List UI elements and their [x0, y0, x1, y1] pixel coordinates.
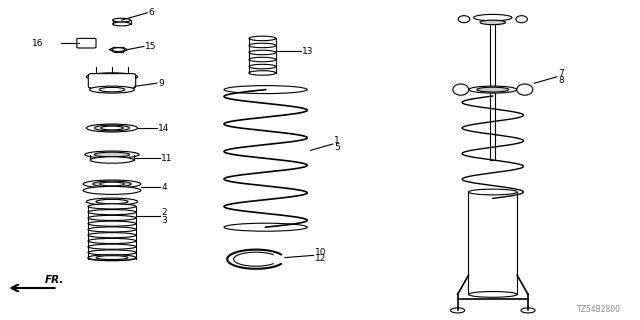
Text: 13: 13 — [302, 47, 314, 56]
Bar — [490, 16, 495, 160]
Ellipse shape — [101, 126, 123, 130]
Text: 2: 2 — [161, 208, 167, 217]
Ellipse shape — [88, 255, 136, 260]
Ellipse shape — [88, 227, 136, 232]
Ellipse shape — [468, 86, 517, 93]
Ellipse shape — [100, 182, 124, 186]
Ellipse shape — [458, 16, 470, 23]
Ellipse shape — [477, 87, 509, 92]
Ellipse shape — [86, 73, 138, 81]
FancyBboxPatch shape — [88, 74, 136, 88]
Ellipse shape — [84, 151, 140, 158]
Ellipse shape — [88, 233, 136, 238]
Text: 1: 1 — [334, 136, 340, 145]
Ellipse shape — [249, 36, 276, 41]
Ellipse shape — [521, 308, 535, 313]
Ellipse shape — [88, 204, 136, 209]
Ellipse shape — [451, 308, 465, 313]
Ellipse shape — [86, 124, 138, 132]
Text: 7: 7 — [558, 69, 564, 78]
Ellipse shape — [249, 43, 276, 48]
Text: 15: 15 — [145, 42, 157, 51]
Bar — [468, 192, 517, 294]
Ellipse shape — [224, 223, 307, 231]
Text: 5: 5 — [334, 143, 340, 152]
Ellipse shape — [88, 221, 136, 226]
Text: 4: 4 — [161, 183, 167, 192]
Ellipse shape — [224, 86, 307, 94]
Ellipse shape — [249, 50, 276, 55]
Text: 9: 9 — [158, 79, 164, 88]
Ellipse shape — [517, 84, 533, 95]
Ellipse shape — [95, 125, 129, 131]
Ellipse shape — [113, 22, 131, 26]
Ellipse shape — [99, 87, 125, 92]
Text: 14: 14 — [158, 124, 170, 132]
Ellipse shape — [90, 157, 134, 163]
Ellipse shape — [86, 198, 138, 205]
Ellipse shape — [88, 244, 136, 249]
Ellipse shape — [480, 20, 506, 25]
Ellipse shape — [88, 215, 136, 220]
Ellipse shape — [468, 292, 517, 297]
Ellipse shape — [112, 48, 125, 52]
Ellipse shape — [96, 256, 128, 260]
Ellipse shape — [516, 16, 527, 23]
Ellipse shape — [88, 250, 136, 255]
Ellipse shape — [88, 210, 136, 215]
Ellipse shape — [474, 14, 512, 21]
Ellipse shape — [113, 18, 131, 22]
Ellipse shape — [83, 180, 141, 188]
Text: 12: 12 — [315, 254, 326, 263]
Ellipse shape — [468, 189, 517, 195]
Ellipse shape — [96, 199, 128, 204]
Text: 10: 10 — [315, 248, 326, 257]
Ellipse shape — [83, 186, 141, 195]
Ellipse shape — [249, 71, 276, 75]
Text: 8: 8 — [558, 76, 564, 85]
FancyBboxPatch shape — [77, 38, 96, 48]
Ellipse shape — [88, 256, 136, 261]
Text: FR.: FR. — [45, 275, 64, 285]
Ellipse shape — [90, 86, 134, 93]
Text: 6: 6 — [148, 8, 154, 17]
Ellipse shape — [249, 57, 276, 62]
Ellipse shape — [93, 181, 131, 187]
Text: 3: 3 — [161, 216, 167, 225]
Text: 16: 16 — [32, 39, 44, 48]
Ellipse shape — [95, 152, 129, 157]
Ellipse shape — [249, 64, 276, 69]
Ellipse shape — [453, 84, 468, 95]
Ellipse shape — [88, 238, 136, 244]
Text: 11: 11 — [161, 154, 173, 163]
Text: TZ54B2800: TZ54B2800 — [577, 305, 621, 314]
